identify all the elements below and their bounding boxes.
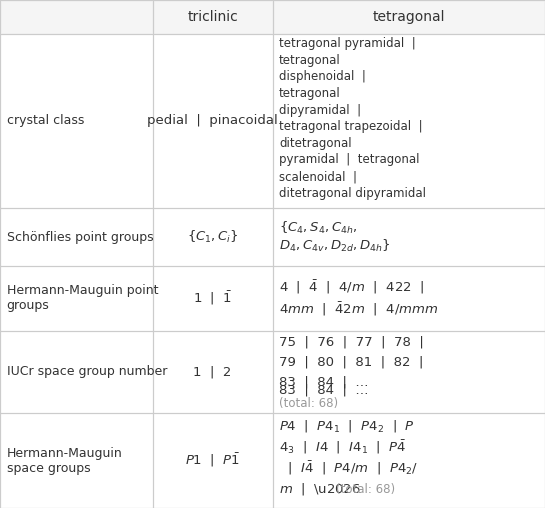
Text: tetragonal trapezoidal  |: tetragonal trapezoidal |: [279, 120, 423, 133]
Bar: [272, 331, 545, 413]
Bar: [153, 0, 272, 34]
Bar: [272, 208, 545, 266]
Bar: [0, 34, 153, 208]
Bar: [153, 0, 272, 34]
Text: pedial  |  pinacoidal: pedial | pinacoidal: [147, 114, 278, 128]
Text: |  $I$$\bar{4}$  |  $P$4/$m$  |  $P$4$_2$/: | $I$$\bar{4}$ | $P$4/$m$ | $P$4$_2$/: [279, 459, 419, 477]
Bar: [0, 208, 153, 266]
Text: tetragonal: tetragonal: [279, 87, 341, 100]
Text: 75  |  76  |  77  |  78  |: 75 | 76 | 77 | 78 |: [279, 336, 424, 349]
Bar: [272, 0, 545, 34]
Bar: [153, 34, 272, 208]
Bar: [0, 331, 153, 413]
Text: triclinic: triclinic: [187, 10, 238, 24]
Text: crystal class: crystal class: [7, 114, 84, 128]
Bar: [0, 266, 153, 331]
Text: disphenoidal  |: disphenoidal |: [279, 70, 366, 83]
Bar: [272, 34, 545, 208]
Bar: [272, 413, 545, 508]
Text: ditetragonal dipyramidal: ditetragonal dipyramidal: [279, 186, 426, 200]
Text: IUCr space group number: IUCr space group number: [7, 365, 167, 378]
Bar: [0, 413, 153, 508]
Text: pyramidal  |  tetragonal: pyramidal | tetragonal: [279, 153, 420, 167]
Text: 79  |  80  |  81  |  82  |: 79 | 80 | 81 | 82 |: [279, 356, 423, 368]
Text: Hermann-Mauguin
space groups: Hermann-Mauguin space groups: [7, 447, 122, 474]
Text: $D_4, C_{4v}, D_{2d}, D_{4h}\}$: $D_4, C_{4v}, D_{2d}, D_{4h}\}$: [279, 238, 390, 254]
Text: $m$  |  \u2026: $m$ | \u2026: [279, 481, 361, 497]
Text: 83  |  84  |  …: 83 | 84 | …: [279, 375, 368, 388]
Bar: [0, 413, 153, 508]
Text: 1  |  $\bar{1}$: 1 | $\bar{1}$: [193, 290, 232, 307]
Text: 83  |  84  |  …: 83 | 84 | …: [279, 384, 368, 397]
Bar: [0, 0, 153, 34]
Bar: [153, 266, 272, 331]
Text: scalenoidal  |: scalenoidal |: [279, 170, 357, 183]
Bar: [0, 208, 153, 266]
Text: (total: 68): (total: 68): [336, 483, 395, 495]
Text: tetragonal pyramidal  |: tetragonal pyramidal |: [279, 37, 416, 50]
Text: $P$1  |  $P\bar{1}$: $P$1 | $P\bar{1}$: [185, 452, 240, 469]
Text: 4$_3$  |  $I$4  |  $I$4$_1$  |  $P$$\bar{4}$: 4$_3$ | $I$4 | $I$4$_1$ | $P$$\bar{4}$: [279, 438, 407, 456]
Text: (total: 68): (total: 68): [279, 397, 338, 410]
Bar: [153, 34, 272, 208]
Text: $\{C_1, C_i\}$: $\{C_1, C_i\}$: [186, 229, 239, 245]
Bar: [272, 266, 545, 331]
Bar: [0, 0, 153, 34]
Bar: [153, 208, 272, 266]
Bar: [0, 266, 153, 331]
Text: Schönflies point groups: Schönflies point groups: [7, 231, 153, 244]
Text: 4  |  $\bar{4}$  |  4/$m$  |  422  |: 4 | $\bar{4}$ | 4/$m$ | 422 |: [279, 279, 424, 296]
Bar: [272, 266, 545, 331]
Bar: [153, 208, 272, 266]
Text: $P$4  |  $P$4$_1$  |  $P$4$_2$  |  $P$: $P$4 | $P$4$_1$ | $P$4$_2$ | $P$: [279, 418, 415, 434]
Bar: [153, 413, 272, 508]
Text: tetragonal: tetragonal: [372, 10, 445, 24]
Bar: [153, 413, 272, 508]
Text: dipyramidal  |: dipyramidal |: [279, 104, 361, 116]
Bar: [272, 331, 545, 413]
Bar: [0, 331, 153, 413]
Text: tetragonal: tetragonal: [279, 54, 341, 67]
Bar: [153, 331, 272, 413]
Text: $\{C_4, S_4, C_{4h},$: $\{C_4, S_4, C_{4h},$: [279, 220, 358, 237]
Text: ditetragonal: ditetragonal: [279, 137, 352, 150]
Bar: [272, 0, 545, 34]
Text: 4$mm$  |  $\bar{4}$2$m$  |  4/$mmm$: 4$mm$ | $\bar{4}$2$m$ | 4/$mmm$: [279, 301, 438, 318]
Bar: [272, 208, 545, 266]
Bar: [0, 34, 153, 208]
Text: Hermann-Mauguin point
groups: Hermann-Mauguin point groups: [7, 284, 158, 312]
Bar: [272, 34, 545, 208]
Bar: [272, 413, 545, 508]
Bar: [153, 331, 272, 413]
Text: 1  |  2: 1 | 2: [193, 365, 232, 378]
Bar: [153, 266, 272, 331]
